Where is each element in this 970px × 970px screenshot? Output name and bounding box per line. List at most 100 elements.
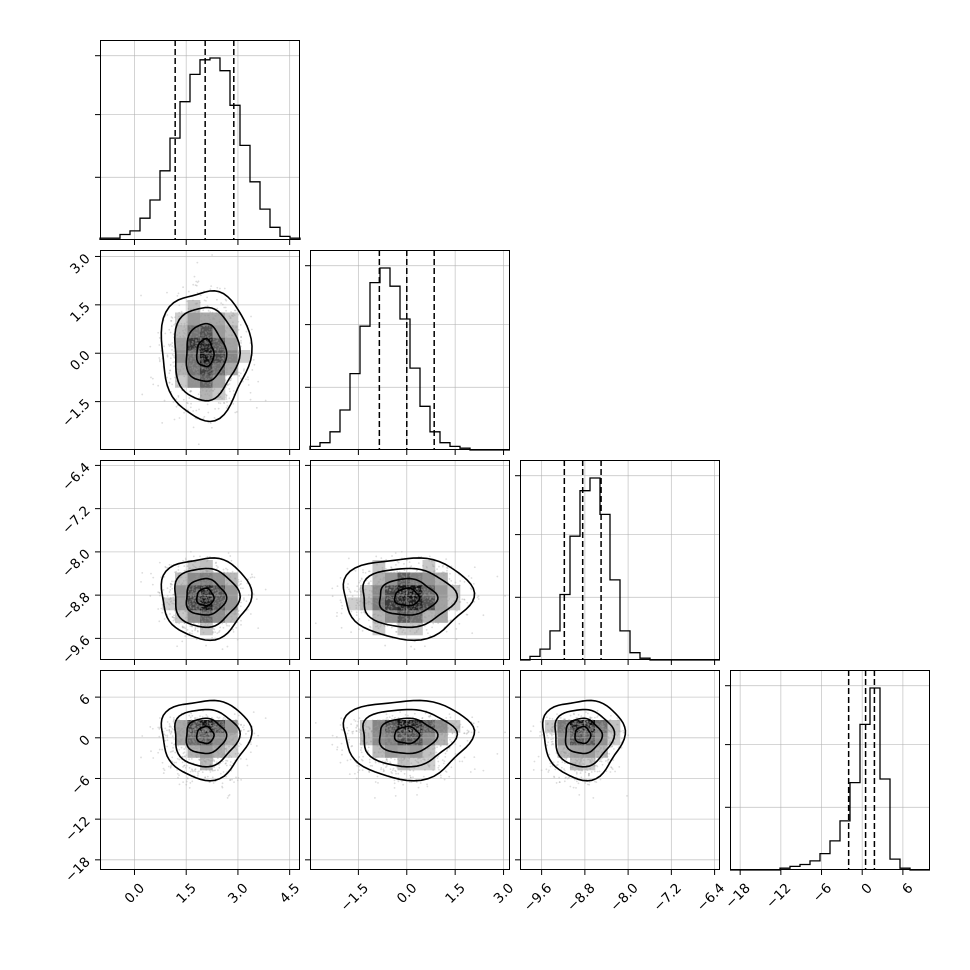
scatter-point [187, 307, 190, 310]
scatter-point [205, 592, 208, 594]
scatter-point [182, 723, 184, 725]
scatter-point [446, 601, 448, 603]
scatter-point [199, 301, 201, 304]
scatter-point [189, 615, 192, 618]
scatter-point [209, 383, 211, 386]
scatter-point [434, 580, 437, 583]
scatter-point [168, 608, 171, 611]
scatter-point [219, 348, 222, 351]
scatter-point [208, 325, 211, 328]
scatter-point [183, 622, 186, 624]
scatter-point [174, 316, 176, 319]
scatter-point [179, 335, 182, 338]
scatter-point [181, 344, 184, 347]
scatter-point [191, 769, 194, 772]
scatter-point [202, 382, 205, 385]
scatter-point [167, 343, 170, 346]
scatter-point [215, 597, 218, 599]
scatter-point [388, 604, 391, 607]
scatter-point [229, 592, 231, 594]
scatter-point [204, 730, 207, 733]
scatter-point [437, 572, 440, 575]
scatter-point [188, 351, 191, 353]
scatter-point [222, 367, 225, 370]
scatter-point [234, 752, 237, 755]
scatter-point [190, 619, 193, 622]
scatter-point [232, 315, 235, 318]
scatter-point [245, 330, 248, 333]
scatter-point [211, 757, 214, 760]
scatter-point [407, 602, 410, 605]
scatter-point [451, 602, 453, 605]
scatter-point [181, 625, 184, 628]
scatter-point [166, 291, 168, 294]
scatter-point [200, 601, 202, 604]
scatter-point [188, 733, 191, 736]
scatter-point [225, 366, 228, 369]
scatter-point [210, 619, 213, 622]
scatter-point [225, 622, 228, 625]
scatter-point [232, 402, 235, 405]
scatter-point [206, 342, 209, 345]
scatter-point [212, 344, 214, 347]
scatter-point [204, 353, 207, 356]
scatter-point [197, 588, 200, 591]
scatter-point [213, 606, 215, 609]
scatter-point [441, 571, 444, 574]
scatter-point [223, 378, 226, 381]
scatter-point [177, 572, 180, 575]
scatter-point [430, 576, 433, 578]
scatter-point [229, 600, 232, 603]
scatter-point [422, 564, 424, 567]
scatter-point [192, 622, 195, 624]
scatter-point [496, 575, 499, 578]
scatter-point [240, 623, 242, 626]
scatter-point [421, 578, 424, 581]
scatter-point [421, 588, 424, 591]
scatter-point [179, 571, 182, 574]
scatter-point [189, 782, 192, 784]
scatter-point [210, 755, 213, 757]
scatter-point [438, 583, 440, 586]
scatter-point [196, 626, 199, 629]
scatter-point [397, 618, 400, 621]
scatter-point [252, 593, 255, 596]
scatter-point [226, 369, 228, 372]
scatter-point [223, 368, 226, 371]
scatter-point [189, 357, 192, 360]
scatter-point [458, 584, 461, 587]
scatter-point [229, 779, 231, 781]
scatter-point [458, 622, 461, 625]
scatter-point [180, 361, 183, 363]
scatter-point [215, 337, 218, 340]
scatter-point [199, 605, 202, 608]
scatter-point [164, 566, 167, 569]
scatter-point [360, 611, 363, 614]
scatter-point [218, 590, 221, 592]
scatter-point [408, 571, 411, 574]
scatter-point [217, 576, 220, 579]
scatter-point [205, 644, 207, 647]
scatter-point [192, 355, 195, 357]
scatter-point [381, 611, 384, 614]
scatter-point [347, 729, 350, 732]
scatter-point [243, 369, 245, 372]
scatter-point [233, 731, 235, 734]
scatter-point [195, 338, 197, 341]
scatter-point [195, 620, 197, 623]
scatter-point [201, 620, 203, 623]
scatter-point [377, 627, 380, 629]
scatter-point [390, 605, 393, 608]
scatter-point [190, 333, 193, 336]
scatter-point [227, 794, 230, 797]
scatter-point [205, 713, 208, 716]
scatter-point [471, 632, 474, 635]
scatter-point [210, 584, 213, 587]
scatter-point [200, 618, 203, 620]
scatter-point [207, 387, 210, 390]
scatter-point [171, 383, 174, 386]
scatter-point [192, 336, 195, 339]
scatter-point [418, 603, 421, 606]
scatter-point [390, 607, 393, 610]
scatter-point [213, 371, 216, 373]
